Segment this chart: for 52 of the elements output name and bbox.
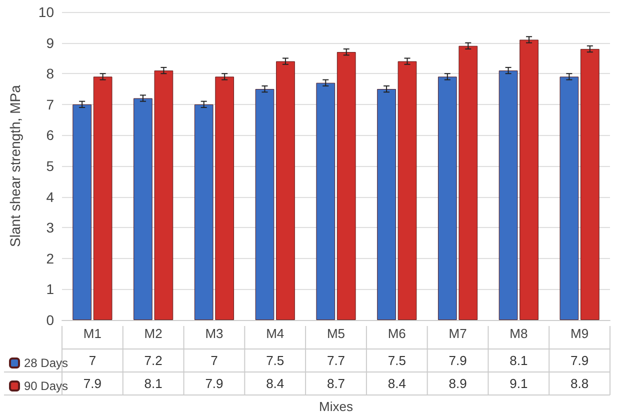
bar: [398, 61, 417, 320]
x-tick-label: M8: [510, 326, 528, 341]
y-tick-label: 2: [46, 250, 54, 266]
data-label: 7.9: [448, 353, 467, 368]
y-axis-title: Slant shear strength, MPa: [7, 84, 23, 247]
x-tick-label: M3: [205, 326, 224, 341]
data-label: 7.7: [326, 353, 346, 368]
data-label: 7.9: [570, 353, 589, 368]
data-label: 7.5: [266, 353, 284, 368]
y-tick-label: 6: [46, 127, 54, 144]
bar: [93, 76, 112, 320]
x-tick-label: M9: [570, 326, 589, 341]
y-tick-label: 4: [46, 188, 54, 205]
x-tick-label: M4: [266, 326, 284, 341]
bar: [316, 82, 336, 320]
x-tick-label: M2: [144, 326, 162, 341]
x-tick-label: M6: [388, 326, 406, 341]
y-tick-label: 8: [46, 66, 54, 82]
data-label: 7.2: [144, 353, 162, 368]
data-label: 8.4: [266, 376, 284, 391]
x-axis-title: Mixes: [319, 399, 354, 414]
y-tick-label: 7: [46, 96, 54, 112]
data-label: 7: [88, 353, 96, 368]
y-tick-label: 9: [46, 34, 54, 51]
y-tick-label: 1: [46, 281, 54, 298]
bar: [560, 76, 579, 320]
bar: [72, 104, 92, 320]
data-label: 8.4: [388, 376, 406, 391]
y-tick-label: 10: [38, 4, 54, 20]
data-label: 8.7: [326, 376, 346, 391]
legend-label: 28 Days: [24, 356, 68, 370]
legend-label: 90 Days: [24, 379, 68, 393]
data-label: 7: [210, 353, 218, 368]
y-tick-label: 0: [46, 312, 54, 328]
y-tick-label: 5: [46, 158, 54, 174]
x-tick-label: M7: [448, 326, 467, 341]
data-label: 8.1: [510, 353, 528, 368]
bar: [580, 48, 600, 320]
data-label: 9.1: [510, 376, 528, 391]
x-tick-label: M1: [83, 326, 102, 341]
data-label: 7.5: [388, 353, 406, 368]
bar: [276, 61, 295, 320]
bar: [255, 89, 274, 320]
bar: [377, 89, 396, 320]
data-label: 7.9: [205, 376, 224, 391]
data-label: 8.9: [448, 376, 467, 391]
bar: [336, 52, 356, 320]
data-label: 8.8: [570, 376, 589, 391]
data-label: 8.1: [144, 376, 162, 391]
data-label: 7.9: [83, 376, 102, 391]
y-tick-label: 3: [46, 220, 54, 236]
x-tick-label: M5: [326, 326, 346, 341]
